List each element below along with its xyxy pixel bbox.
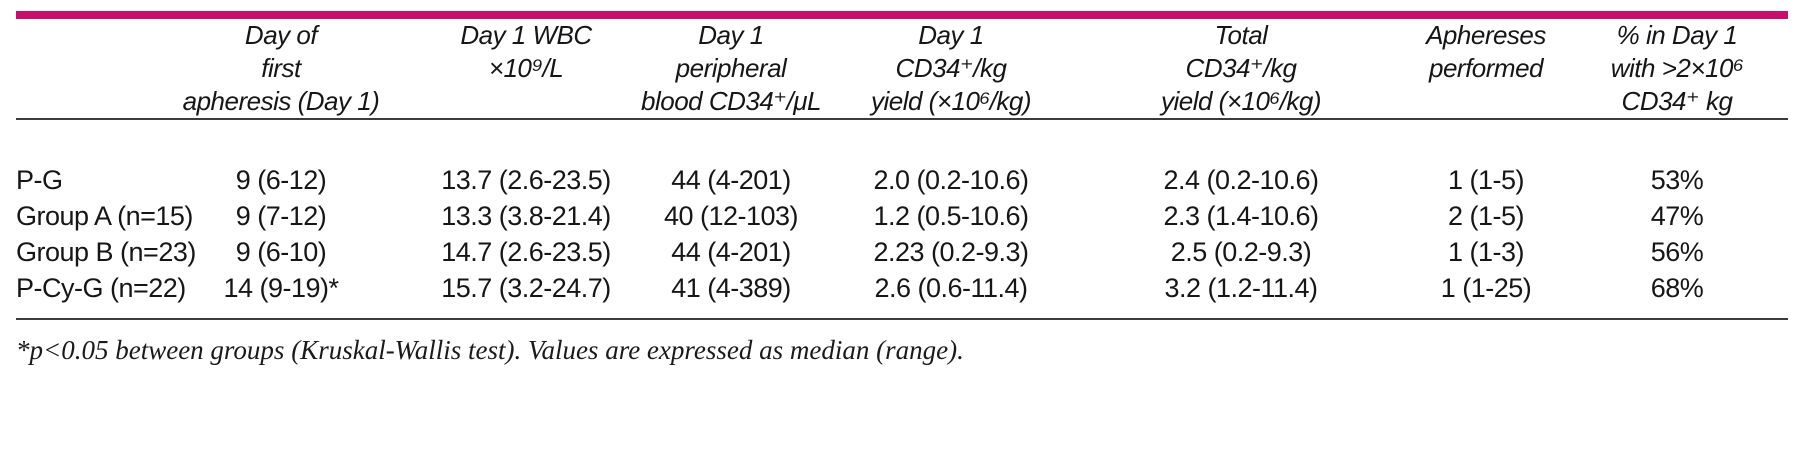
row-label: P-Cy-G (n=22) <box>16 273 186 303</box>
header-line: Total <box>1214 20 1268 50</box>
cell: 68% <box>1650 273 1704 303</box>
header-line: CD34⁺ kg <box>1621 86 1733 116</box>
column-header-day1-peripheral-blood-cd34: Day 1 peripheral blood CD34⁺/μL <box>636 19 826 119</box>
header-line: CD34⁺/kg <box>1185 53 1297 83</box>
column-header-total-cd34-yield: Total CD34⁺/kg yield (×10⁶/kg) <box>1076 19 1406 119</box>
column-header-day1-wbc: Day 1 WBC ×10⁹/L <box>416 19 636 119</box>
cell: 44 (4-201) <box>671 165 791 195</box>
row-label: Group A (n=15) <box>16 201 193 231</box>
cell: 56% <box>1650 237 1704 267</box>
column-header-day-of-first-apheresis: Day of first apheresis (Day 1) <box>146 19 416 119</box>
accent-rule <box>16 11 1788 19</box>
header-line: Day 1 <box>918 20 984 50</box>
cell: 1 (1-3) <box>1447 237 1525 267</box>
column-header-percent-day1-over-2e6: % in Day 1 with >2×10⁶ CD34⁺ kg <box>1566 19 1788 119</box>
header-line: Day of <box>244 20 318 50</box>
cell: 14 (9-19)* <box>223 273 339 303</box>
column-header-group <box>16 19 146 119</box>
cell: 1.2 (0.5-10.6) <box>873 201 1029 231</box>
cell: 9 (7-12) <box>235 201 327 231</box>
header-line: yield (×10⁶/kg) <box>870 86 1032 116</box>
cell: 14.7 (2.6-23.5) <box>441 237 611 267</box>
cell: 13.3 (3.8-21.4) <box>441 201 611 231</box>
cell: 13.7 (2.6-23.5) <box>441 165 611 195</box>
cell: 41 (4-389) <box>671 273 791 303</box>
header-line: Day 1 WBC <box>460 20 592 50</box>
cell: 53% <box>1650 165 1704 195</box>
cell: 15.7 (3.2-24.7) <box>441 273 611 303</box>
table-row: Group B (n=23) 9 (6-10) 14.7 (2.6-23.5) … <box>16 234 1788 270</box>
row-label: P-G <box>16 165 63 195</box>
header-line: peripheral <box>675 53 787 83</box>
header-line: performed <box>1429 53 1544 83</box>
cell: 3.2 (1.2-11.4) <box>1164 273 1318 303</box>
cell: 44 (4-201) <box>671 237 791 267</box>
table-footnote: *p<0.05 between groups (Kruskal-Wallis t… <box>16 335 964 365</box>
cell: 2.5 (0.2-9.3) <box>1170 237 1312 267</box>
row-label: Group B (n=23) <box>16 237 196 267</box>
cell: 2.4 (0.2-10.6) <box>1163 165 1319 195</box>
header-line: CD34⁺/kg <box>895 53 1007 83</box>
header-line: with >2×10⁶ <box>1610 53 1744 83</box>
cell: 2.6 (0.6-11.4) <box>874 273 1028 303</box>
cell: 40 (12-103) <box>663 201 799 231</box>
header-line: first <box>261 53 301 83</box>
cell: 9 (6-12) <box>235 165 327 195</box>
header-line: ×10⁹/L <box>488 53 564 83</box>
header-line: yield (×10⁶/kg) <box>1160 86 1322 116</box>
header-line: Aphereses <box>1426 20 1546 50</box>
apheresis-results-table: Day of first apheresis (Day 1) Day 1 WBC… <box>16 19 1788 320</box>
cell: 2.0 (0.2-10.6) <box>873 165 1029 195</box>
header-line: apheresis (Day 1) <box>182 86 380 116</box>
cell: 9 (6-10) <box>235 237 327 267</box>
table-row: P-Cy-G (n=22) 14 (9-19)* 15.7 (3.2-24.7)… <box>16 270 1788 319</box>
cell: 2.3 (1.4-10.6) <box>1163 201 1319 231</box>
cell: 1 (1-25) <box>1440 273 1532 303</box>
table-figure: Day of first apheresis (Day 1) Day 1 WBC… <box>0 11 1800 459</box>
column-header-day1-cd34-yield: Day 1 CD34⁺/kg yield (×10⁶/kg) <box>826 19 1076 119</box>
header-line: % in Day 1 <box>1616 20 1738 50</box>
cell: 47% <box>1650 201 1704 231</box>
header-line: blood CD34⁺/μL <box>641 86 821 116</box>
table-row: P-G 9 (6-12) 13.7 (2.6-23.5) 44 (4-201) … <box>16 119 1788 198</box>
cell: 2.23 (0.2-9.3) <box>873 237 1029 267</box>
column-header-aphereses-performed: Aphereses performed <box>1406 19 1566 119</box>
header-row: Day of first apheresis (Day 1) Day 1 WBC… <box>16 19 1788 119</box>
table-row: Group A (n=15) 9 (7-12) 13.3 (3.8-21.4) … <box>16 198 1788 234</box>
cell: 1 (1-5) <box>1447 165 1525 195</box>
cell: 2 (1-5) <box>1447 201 1525 231</box>
header-line: Day 1 <box>698 20 764 50</box>
